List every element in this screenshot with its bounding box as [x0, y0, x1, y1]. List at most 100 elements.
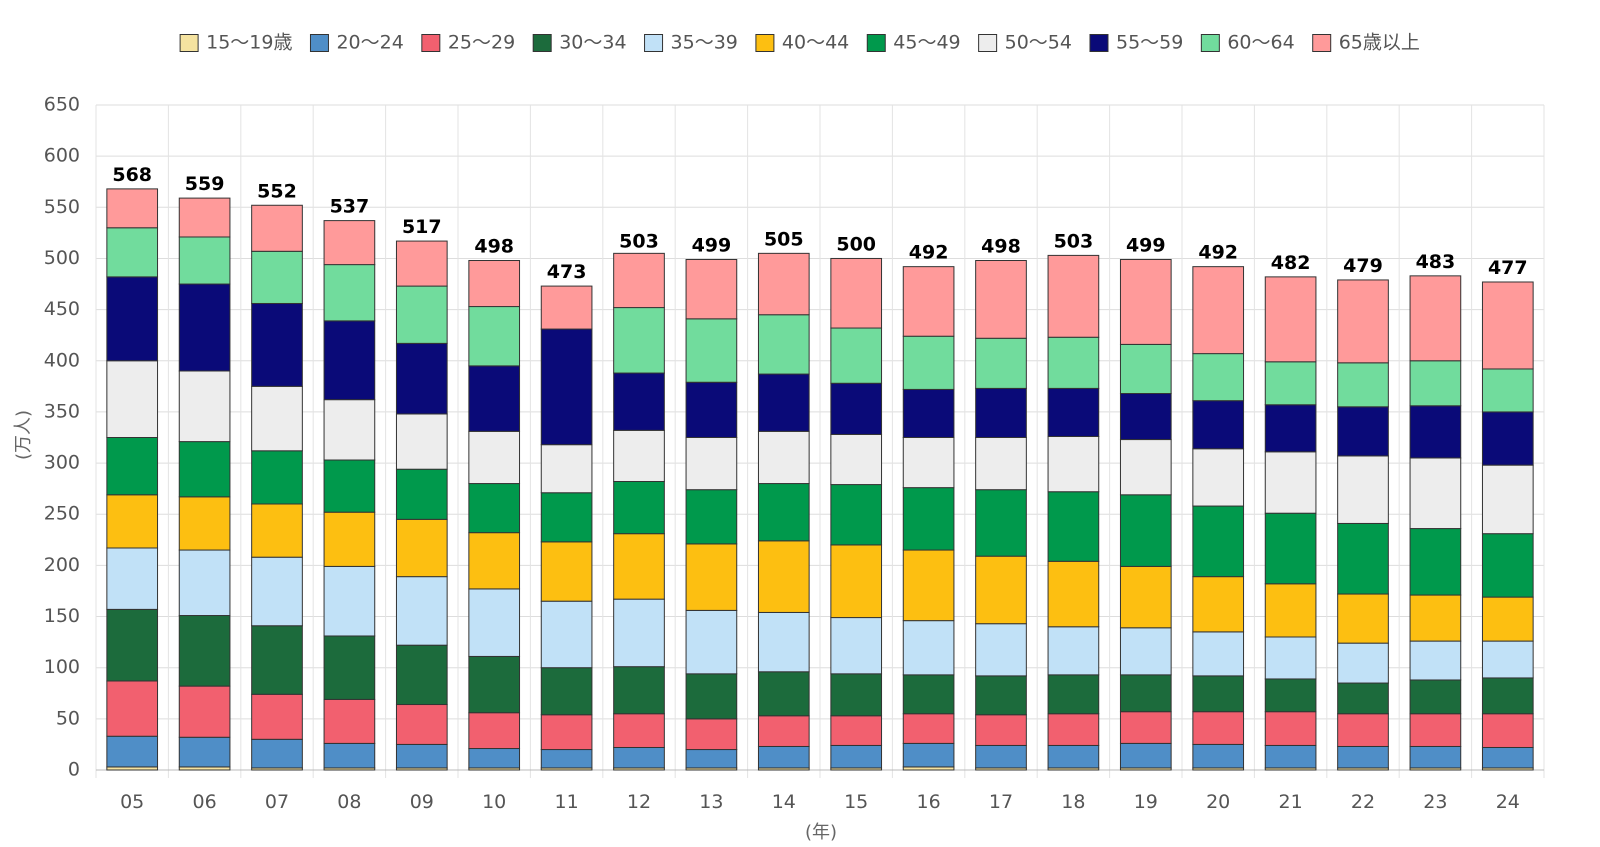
legend-item[interactable]: 60〜64	[1200, 32, 1295, 54]
legend-item[interactable]: 35〜39	[644, 32, 738, 54]
bar-segment-06-s9	[178, 236, 231, 285]
x-tick-label: 18	[1061, 791, 1085, 813]
bar-segment-18-s9	[1047, 336, 1100, 389]
bar-segment-13-s5	[685, 543, 738, 611]
bar-total-label: 498	[474, 236, 514, 258]
bar-segment-06-s2	[178, 685, 231, 738]
bar-segment-16-s3	[902, 674, 955, 715]
legend-item[interactable]: 45〜49	[866, 32, 961, 54]
legend-label: 45〜49	[893, 32, 960, 54]
bar-segment-06-s8	[178, 283, 231, 372]
bar-segment-10-s10	[468, 260, 521, 308]
x-tick-label: 15	[844, 791, 868, 813]
y-tick-label: 600	[44, 145, 80, 167]
bar-segment-18-s4	[1047, 626, 1100, 676]
bar-segment-13-s4	[685, 609, 738, 675]
bar-segment-05-s4	[106, 547, 159, 610]
bar-segment-21-s10	[1264, 276, 1317, 363]
bar-segment-08-s3	[323, 635, 376, 700]
bar-total-label: 499	[1126, 234, 1166, 256]
bar-segment-12-s1	[613, 746, 665, 769]
bar-segment-14-s7	[757, 430, 810, 485]
bar-segment-14-s1	[757, 745, 810, 769]
legend-label: 55〜59	[1116, 32, 1183, 54]
bar-segment-08-s8	[323, 320, 376, 401]
y-tick-label: 100	[44, 656, 80, 678]
bar-segment-19-s6	[1119, 494, 1172, 567]
bar-total-label: 492	[909, 242, 949, 264]
bar-segment-20-s4	[1192, 631, 1245, 677]
bar-segment-18-s7	[1047, 435, 1100, 493]
bar-segment-09-s5	[395, 518, 448, 578]
bar-stack-13	[685, 258, 738, 771]
bar-segment-06-s4	[178, 549, 231, 617]
bar-segment-08-s4	[323, 565, 376, 637]
bar-segment-22-s7	[1337, 455, 1389, 524]
bar-segment-21-s5	[1264, 583, 1317, 638]
legend-item[interactable]: 20〜24	[309, 32, 404, 54]
bar-stack-09	[395, 240, 448, 771]
bar-stack-14	[757, 252, 810, 771]
bar-segment-22-s5	[1337, 593, 1389, 644]
bar-segment-17-s4	[975, 623, 1027, 677]
bar-segment-09-s1	[395, 743, 448, 769]
bar-stack-06	[178, 197, 231, 771]
bar-total-label: 503	[619, 230, 659, 252]
bar-segment-05-s9	[106, 227, 159, 278]
legend-label: 30〜34	[559, 32, 626, 54]
bar-segment-15-s8	[830, 382, 883, 435]
legend-swatch	[644, 34, 664, 52]
bar-segment-13-s3	[685, 673, 738, 720]
bar-segment-20-s1	[1192, 743, 1245, 769]
bar-segment-05-s2	[106, 680, 159, 737]
x-tick-label: 05	[120, 791, 144, 813]
bar-total-label: 517	[402, 216, 442, 238]
legend-item[interactable]: 50〜54	[978, 32, 1072, 54]
bar-segment-14-s2	[757, 715, 810, 747]
bar-segment-17-s5	[975, 555, 1027, 625]
bar-segment-10-s4	[468, 588, 521, 657]
bar-segment-07-s1	[251, 738, 303, 769]
bar-segment-11-s7	[540, 444, 593, 494]
bar-segment-06-s6	[178, 441, 231, 498]
bar-segment-15-s7	[830, 433, 883, 486]
bar-segment-07-s5	[251, 503, 303, 558]
x-tick-label: 08	[337, 791, 361, 813]
bar-segment-13-s10	[685, 258, 738, 320]
bar-segment-24-s5	[1481, 596, 1534, 642]
legend-item[interactable]: 30〜34	[532, 32, 627, 54]
x-tick-label: 23	[1423, 791, 1447, 813]
legend-item[interactable]: 40〜44	[755, 32, 849, 54]
x-tick-label: 12	[627, 791, 651, 813]
bar-segment-24-s4	[1481, 640, 1534, 679]
bar-segment-22-s9	[1337, 362, 1389, 408]
bar-segment-08-s2	[323, 698, 376, 744]
bar-total-label: 537	[330, 196, 370, 218]
bar-segment-14-s4	[757, 611, 810, 673]
legend-item[interactable]: 25〜29	[421, 32, 515, 54]
bar-stack-12	[613, 252, 665, 771]
bar-segment-16-s1	[902, 742, 955, 768]
bar-segment-12-s2	[613, 713, 665, 748]
legend-item[interactable]: 65歳以上	[1312, 32, 1420, 54]
bar-segment-15-s2	[830, 715, 883, 746]
bar-segment-23-s5	[1409, 594, 1462, 642]
legend-item[interactable]: 55〜59	[1089, 32, 1183, 54]
y-tick-label: 500	[44, 247, 80, 269]
legend-swatch	[978, 34, 998, 52]
y-tick-label: 200	[44, 554, 80, 576]
legend-item[interactable]: 15〜19歳	[179, 32, 292, 54]
bar-segment-11-s10	[540, 285, 593, 330]
bar-segment-18-s8	[1047, 387, 1100, 437]
bar-segment-10-s5	[468, 532, 521, 590]
x-tick-label: 06	[193, 791, 217, 813]
y-axis-title: (万人)	[13, 410, 34, 460]
y-tick-label: 400	[44, 349, 80, 371]
legend-label: 15〜19歳	[206, 32, 292, 54]
bar-segment-10-s8	[468, 365, 521, 432]
bar-segment-19-s8	[1119, 393, 1172, 441]
bar-segment-06-s5	[178, 496, 231, 551]
bar-segment-23-s2	[1409, 713, 1462, 747]
